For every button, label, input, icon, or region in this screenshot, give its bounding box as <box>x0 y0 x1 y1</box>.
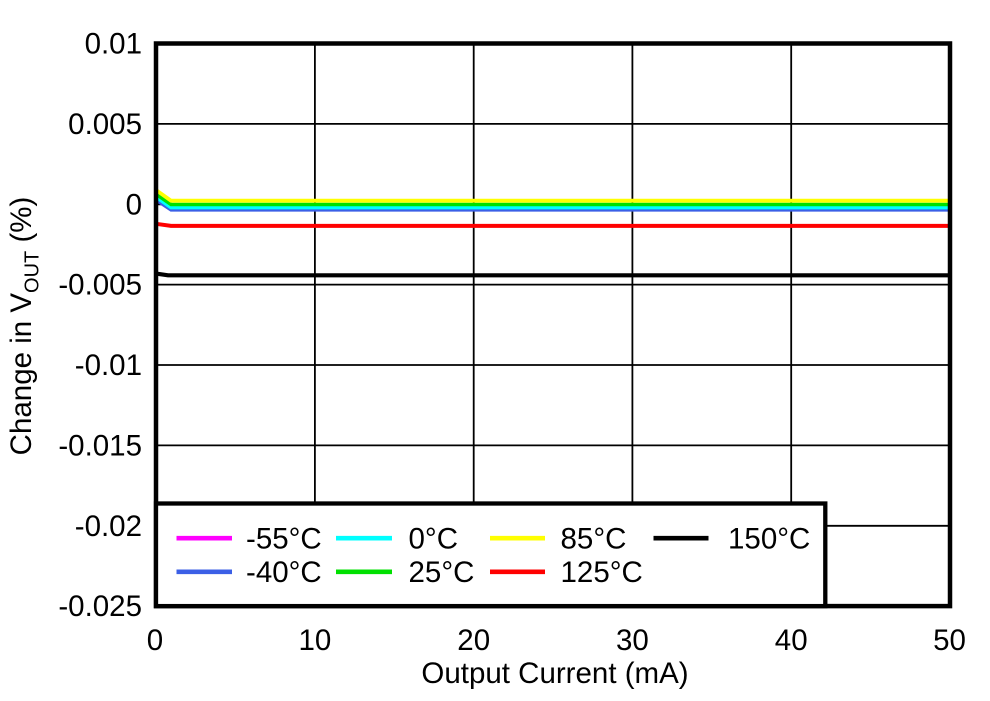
svg-text:-0.02: -0.02 <box>75 510 142 543</box>
svg-text:-55°C: -55°C <box>246 522 322 555</box>
svg-text:125°C: 125°C <box>561 556 643 589</box>
svg-text:50: 50 <box>933 624 966 657</box>
svg-text:0: 0 <box>126 188 142 221</box>
svg-text:25°C: 25°C <box>409 556 475 589</box>
svg-text:-0.005: -0.005 <box>58 269 142 302</box>
svg-text:10: 10 <box>298 624 331 657</box>
svg-text:-0.015: -0.015 <box>58 430 142 463</box>
svg-text:0.01: 0.01 <box>85 28 142 61</box>
svg-text:-0.01: -0.01 <box>75 349 142 382</box>
svg-text:Output Current (mA): Output Current (mA) <box>421 657 688 690</box>
svg-text:Change in VOUT (%): Change in VOUT (%) <box>5 197 44 456</box>
svg-text:40: 40 <box>775 624 808 657</box>
svg-text:0: 0 <box>147 624 163 657</box>
svg-text:85°C: 85°C <box>561 522 627 555</box>
svg-text:150°C: 150°C <box>728 522 810 555</box>
svg-text:-40°C: -40°C <box>246 556 322 589</box>
svg-text:0°C: 0°C <box>409 522 459 555</box>
svg-text:0.005: 0.005 <box>68 108 142 141</box>
svg-text:-0.025: -0.025 <box>58 590 142 623</box>
svg-text:30: 30 <box>616 624 649 657</box>
svg-text:20: 20 <box>457 624 490 657</box>
